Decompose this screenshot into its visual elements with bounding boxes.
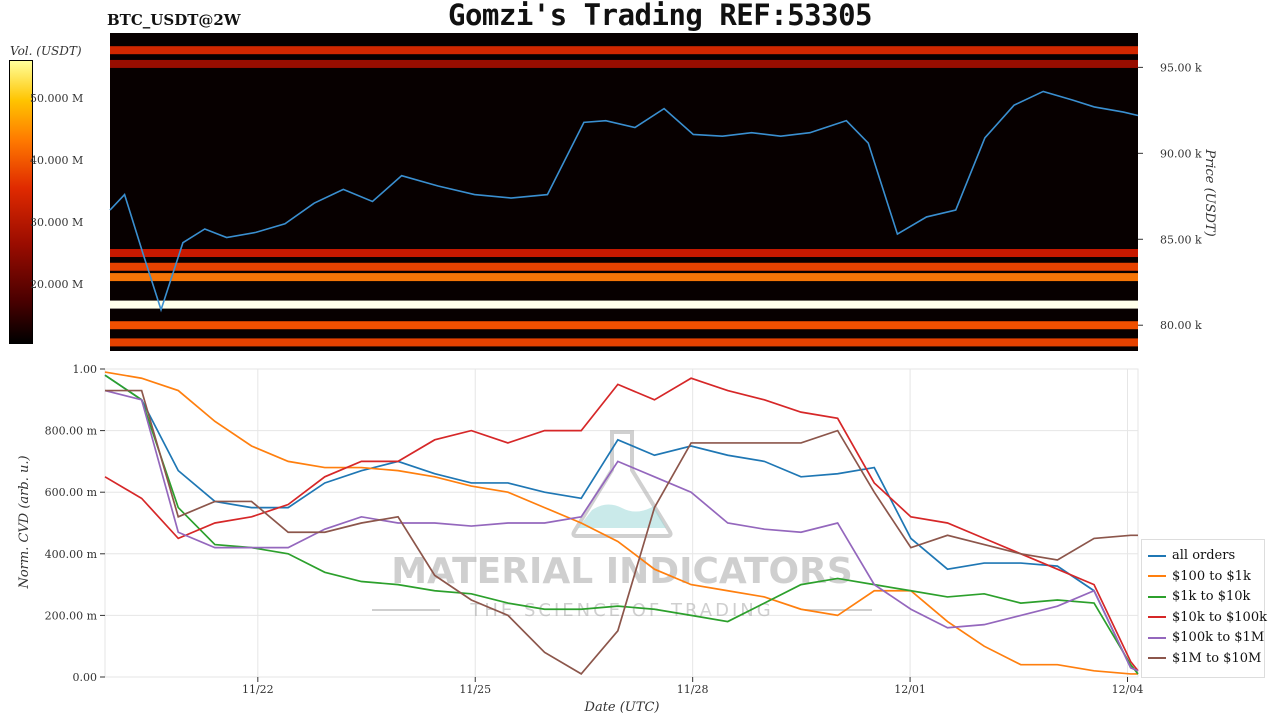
legend-item: $1M to $10M: [1148, 651, 1261, 666]
legend-label: all orders: [1172, 548, 1236, 563]
price-tick-label: 90.00 k: [1160, 147, 1202, 160]
legend-swatch: [1148, 657, 1166, 659]
y-tick-label: 1.00: [73, 363, 98, 376]
cvd-series-line: [104, 374, 1139, 672]
y-tick-label: 600.00 m: [45, 486, 98, 499]
legend-swatch: [1148, 595, 1166, 598]
x-tick-label: 12/01: [894, 683, 926, 696]
cvd-series-line: [105, 389, 1138, 676]
flask-icon: [571, 430, 673, 538]
legend-label: $1M to $10M: [1172, 650, 1262, 666]
legend-item: $10k to $100k: [1148, 610, 1267, 625]
liquidity-band: [110, 59, 1138, 68]
cvd-series-line: [104, 389, 1139, 672]
colorbar-tick: 20.000 M: [30, 278, 84, 291]
legend-item: $100k to $1M: [1148, 630, 1264, 645]
legend-label: $1k to $10k: [1172, 589, 1251, 604]
colorbar-label: Vol. (USDT): [10, 44, 82, 58]
liquidity-band: [110, 262, 1138, 271]
price-tick-label: 80.00 k: [1160, 319, 1202, 332]
legend-swatch: [1148, 554, 1166, 557]
legend-item: all orders: [1148, 548, 1235, 563]
y-tick-label: 400.00 m: [45, 548, 98, 561]
watermark-text: MATERIAL INDICATORS: [391, 551, 853, 592]
x-axis-label: Date (UTC): [584, 700, 660, 715]
price-tick-label: 95.00 k: [1160, 61, 1202, 74]
price-line: [109, 90, 1139, 313]
legend: all orders $100 to $1k $1k to $10k $10k to …: [1141, 539, 1267, 678]
colorbar: [9, 60, 33, 344]
legend-swatch: [1148, 616, 1166, 618]
x-tick-label: 12/04: [1112, 683, 1144, 696]
colorbar-tick: 30.000 M: [30, 216, 84, 229]
legend-swatch: [1148, 575, 1166, 577]
heatmap-plot: [109, 33, 1139, 351]
cvd-series-line: [104, 377, 1139, 672]
liquidity-band: [110, 300, 1138, 309]
x-tick-label: 11/28: [677, 683, 709, 696]
liquidity-band: [110, 273, 1138, 282]
symbol-label: BTC_USDT@2W: [107, 11, 241, 29]
x-tick-label: 11/22: [242, 683, 274, 696]
y-tick-label: 200.00 m: [45, 609, 98, 622]
liquidity-band: [110, 46, 1138, 55]
legend-label: $100k to $1M: [1172, 630, 1265, 645]
cvd-series-line: [104, 371, 1138, 675]
liquidity-band: [110, 338, 1138, 347]
x-tick-label: 11/25: [459, 683, 491, 696]
colorbar-tick: 40.000 M: [30, 154, 84, 167]
y-tick-label: 800.00 m: [45, 425, 98, 438]
heatmap-background: [110, 33, 1138, 351]
price-axis-label: Price (USDT): [1202, 148, 1217, 236]
cvd-plot: MATERIAL INDICATORS THE SCIENCE OF TRADI…: [104, 368, 1139, 678]
cvd-series-line: [104, 374, 1139, 675]
liquidity-band: [110, 321, 1138, 330]
liquidity-band: [110, 249, 1138, 258]
legend-item: $100 to $1k: [1148, 569, 1251, 584]
colorbar-tick: 50.000 M: [30, 92, 84, 105]
legend-swatch: [1148, 636, 1166, 639]
y-axis-label: Norm. CVD (arb. u.): [17, 455, 32, 589]
legend-label: $100 to $1k: [1172, 568, 1251, 584]
legend-label: $10k to $100k: [1172, 609, 1267, 625]
chart-title: Gomzi's Trading REF:53305: [448, 0, 873, 32]
y-tick-label: 0.00: [73, 671, 98, 684]
price-tick-label: 85.00 k: [1160, 233, 1202, 246]
legend-item: $1k to $10k: [1148, 589, 1250, 604]
